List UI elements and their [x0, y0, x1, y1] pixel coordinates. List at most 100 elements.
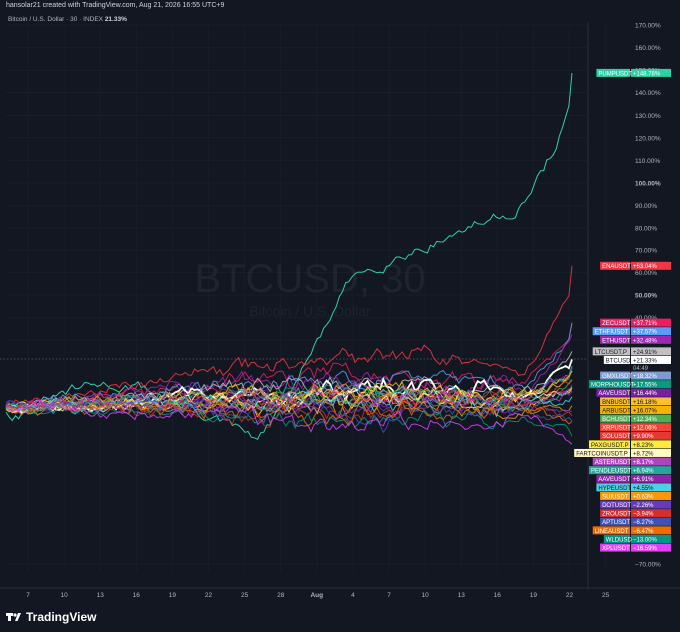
series-last-value: +12.06% [633, 426, 658, 432]
last-value-label: FARTCOINUSDT.P +8.72% [574, 448, 671, 457]
y-tick-label: −70.00% [635, 562, 661, 569]
series-name: AAVEUSDT [598, 477, 630, 483]
series-value-tag [631, 347, 671, 356]
series-value-tag [631, 517, 671, 526]
series-name: BNBUSDT [602, 400, 631, 406]
series-name: ARBUSDT [602, 408, 631, 414]
last-value-label: AAVEUSDT +16.44% [596, 388, 671, 397]
last-value-label: GMXUSDT +18.32% [600, 371, 671, 380]
series-name: PENDLEUSDT [591, 469, 632, 475]
series-name-tag [600, 371, 630, 380]
x-tick-label: 16 [133, 592, 141, 599]
series-name: AAVEUSDT [598, 391, 630, 397]
countdown-label: 04:49 [633, 366, 649, 372]
tradingview-logo-icon [6, 613, 21, 621]
series-line-ethfiusdt [5, 322, 573, 412]
x-tick-label: 4 [351, 592, 355, 599]
series-name: PUMPUSDT [598, 71, 632, 77]
series-value-tag [631, 466, 671, 475]
series-name-tag [600, 405, 630, 414]
series-last-value: +148.78% [633, 71, 661, 77]
series-name-tag [592, 526, 630, 535]
last-value-label: WLDUSD −13.00% [603, 534, 671, 543]
series-name: PAXGUSDT.P [591, 443, 629, 449]
series-name-tag [600, 335, 630, 344]
series-value-tag [631, 397, 671, 406]
last-value-label: ASTERUSDT +8.17% [592, 457, 671, 466]
series-last-value: −6.27% [633, 520, 654, 526]
y-tick-label: 160.00% [635, 45, 661, 52]
series-last-value: +6.91% [633, 477, 654, 483]
series-value-tag [631, 405, 671, 414]
series-value-tag [631, 355, 671, 364]
last-value-label: AAVEUSDT +6.91% [596, 474, 671, 483]
series-name-tag [596, 483, 630, 492]
series-line-ethusdt [5, 334, 573, 415]
series-value-tag [631, 534, 671, 543]
time-scale[interactable]: 7 10 13 16 19 22 25 28 Aug 4 7 10 13 16 19 22 25 [26, 592, 609, 599]
series-last-value: −3.94% [633, 512, 654, 518]
series-value-tag [631, 335, 671, 344]
series-name-tag [574, 448, 630, 457]
series-name: WLDUSD [606, 537, 633, 543]
series-name: ETHUSDT [602, 338, 631, 344]
series-line-aptusdt [5, 394, 573, 434]
y-tick-label: 170.00% [635, 23, 661, 30]
y-tick-label: 70.00% [635, 248, 657, 255]
series-last-value: +4.55% [633, 486, 654, 492]
series-name-tag [600, 431, 630, 440]
series-value-tag [631, 491, 671, 500]
last-value-label: SOLUSDT +9.90% [600, 431, 671, 440]
series-name-tag [600, 397, 630, 406]
x-tick-label: 16 [494, 592, 502, 599]
series-last-value: −16.59% [633, 546, 658, 552]
series-value-tag [631, 431, 671, 440]
series-value-tag [631, 261, 671, 270]
series-last-value: +37.57% [633, 330, 658, 336]
series-last-value: +16.18% [633, 400, 658, 406]
series-last-value: +18.32% [633, 374, 658, 380]
series-last-value: −6.47% [633, 529, 654, 535]
series-last-value: +8.72% [633, 451, 654, 457]
series-name: DOTUSDT [602, 503, 631, 509]
series-value-tag [631, 327, 671, 336]
last-value-label: HYPEUSDT +4.55% [596, 483, 671, 492]
last-value-label: PAXGUSDT.P +8.23% [589, 440, 671, 449]
series-name: MORPHOUSDT [591, 383, 635, 389]
last-value-label: XRPUSDT +12.06% [600, 423, 671, 432]
series-name-tag [600, 318, 630, 327]
series-name-tag [596, 388, 630, 397]
x-tick-label: 22 [205, 592, 213, 599]
x-tick-label: 28 [277, 592, 285, 599]
last-value-label: ARBUSDT +16.07% [600, 405, 671, 414]
series-name-tag [600, 517, 630, 526]
y-tick-label: 130.00% [635, 113, 661, 120]
series-value-tag [631, 543, 671, 552]
series-name-tag [600, 414, 630, 423]
x-tick-label: 25 [241, 592, 249, 599]
symbol-name: Bitcoin / U.S. Dollar · 30 · INDEX [8, 16, 103, 23]
series-name-tag [589, 380, 630, 389]
series-value-tag [631, 440, 671, 449]
series-name: ASTERUSDT [595, 460, 632, 466]
series-last-value: +37.71% [633, 321, 658, 327]
y-tick-label: 40.00% [635, 315, 657, 322]
series-last-value: +32.48% [633, 338, 658, 344]
last-value-label: PUMPUSDT +148.78% [596, 68, 671, 77]
series-value-tag [631, 371, 671, 380]
series-name-tag [589, 440, 630, 449]
last-value-label: DOTUSDT −2.26% [600, 500, 671, 509]
series-last-value: +21.33% [633, 358, 658, 364]
series-last-value: −13.00% [633, 537, 658, 543]
series-last-value: +0.63% [633, 494, 654, 500]
x-tick-label: 7 [387, 592, 391, 599]
series-name: ETHFIUSDT [595, 330, 629, 336]
series-value-tag [631, 474, 671, 483]
series-name-tag [589, 466, 630, 475]
last-value-label: ENAUSDT +63.04% [600, 261, 671, 270]
last-value-label: ETHFIUSDT +37.57% [592, 327, 671, 336]
series-name-tag [600, 423, 630, 432]
x-tick-label: 25 [602, 592, 610, 599]
series-name: XRPUSDT [602, 426, 631, 432]
